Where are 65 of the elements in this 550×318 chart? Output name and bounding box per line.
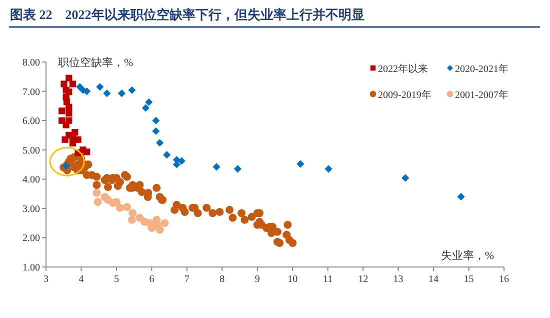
x-tick-label: 14: [428, 274, 439, 285]
point: [128, 216, 136, 224]
point: [123, 202, 132, 211]
x-tick-label: 13: [393, 274, 404, 285]
point: [96, 83, 104, 91]
x-tick-label: 10: [288, 274, 298, 285]
point: [69, 80, 76, 88]
point: [58, 108, 66, 114]
point: [178, 157, 186, 165]
point: [84, 148, 90, 156]
point: [163, 151, 171, 159]
chart-title: 图表 22 2022年以来职位空缺率下行，但失业率上行并不明显: [10, 7, 364, 22]
x-tick-label: 8: [220, 274, 225, 285]
point: [62, 122, 70, 128]
point: [296, 160, 304, 168]
x-tick-label: 4: [78, 274, 84, 285]
x-axis-title: 失业率，%: [440, 249, 494, 262]
x-tick-label: 12: [358, 274, 368, 285]
x-tick-label: 5: [114, 274, 119, 285]
point: [128, 86, 136, 94]
point: [152, 216, 161, 224]
point: [234, 165, 242, 173]
point: [60, 80, 68, 88]
point: [156, 139, 164, 147]
point: [212, 163, 220, 171]
point: [457, 192, 465, 201]
x-tick-label: 16: [499, 274, 509, 285]
legend-label: 2001-2007年: [455, 89, 508, 101]
y-tick-label: 7.00: [22, 86, 40, 98]
legend-label: 2009-2019年: [378, 89, 432, 101]
point: [156, 226, 164, 234]
point: [94, 198, 102, 206]
point: [118, 90, 126, 98]
y-tick-label: 2.00: [22, 233, 40, 244]
legend-label: 2020-2021年: [455, 63, 508, 75]
point: [66, 110, 72, 117]
point: [92, 188, 101, 197]
point: [324, 165, 332, 173]
y-tick-label: 6.00: [22, 116, 40, 128]
point: [62, 136, 68, 143]
y-tick-label: 4.00: [22, 174, 40, 186]
point: [148, 224, 156, 232]
point: [402, 174, 410, 182]
y-axis-title: 职位空缺率，%: [58, 56, 134, 69]
point: [142, 104, 150, 112]
point: [160, 219, 169, 228]
point: [152, 116, 160, 124]
point: [152, 127, 160, 135]
point: [83, 87, 91, 96]
point: [116, 204, 124, 212]
x-tick-label: 3: [44, 274, 48, 285]
legend-label: 2022年以来: [378, 63, 428, 75]
y-tick-label: 5.00: [22, 145, 40, 156]
y-tick-label: 3.00: [22, 204, 40, 215]
x-tick-label: 11: [323, 274, 333, 285]
point: [145, 98, 153, 106]
point: [128, 209, 137, 218]
point: [69, 140, 76, 146]
x-tick-label: 15: [464, 274, 474, 285]
x-tick-label: 7: [184, 274, 190, 285]
x-tick-label: 9: [254, 274, 260, 285]
y-tick-label: 8.00: [22, 58, 40, 68]
point: [103, 90, 111, 98]
x-tick-label: 6: [149, 274, 154, 285]
y-tick-label: 1.00: [22, 262, 40, 274]
